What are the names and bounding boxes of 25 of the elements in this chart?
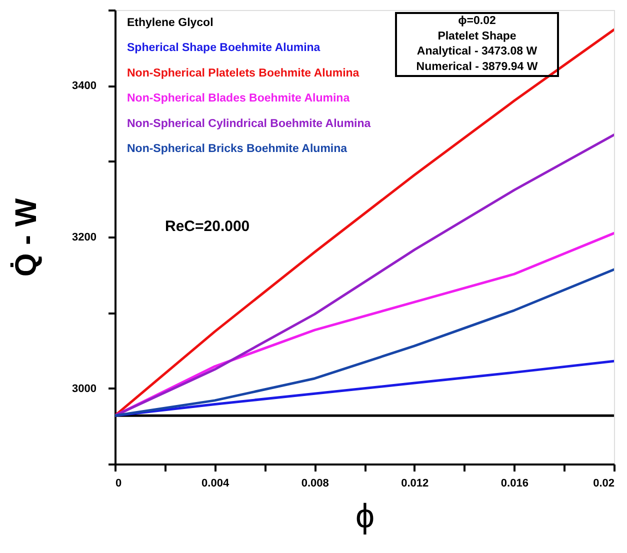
annotation: ReC=20.000 <box>165 218 250 235</box>
text: Ethylene Glycol <box>127 17 214 29</box>
x-tick-label: 0.012 <box>401 478 429 490</box>
x-tick-label: 0.016 <box>500 478 528 490</box>
annotation: ϕ=0.02 <box>458 15 496 27</box>
line-series <box>115 268 614 417</box>
text: Non-Spherical Platelets Boehmite Alumina <box>127 67 360 80</box>
x-tick-label: 0.008 <box>301 478 329 490</box>
annotation: Analytical - 3473.08 W <box>416 46 538 58</box>
line-series <box>115 134 614 417</box>
x-tick-label: 0 <box>116 478 122 490</box>
text: Non-Spherical Blades Boehmite Alumina <box>127 92 350 105</box>
text: Non-Spherical Bricks Boehmite Alumina <box>127 143 348 155</box>
text: Spherical Shape Boehmite Alumina <box>127 42 321 54</box>
text: Non-Spherical Cylindrical Boehmite Alumina <box>127 118 372 130</box>
y-tick-label: 3000 <box>72 382 96 395</box>
x-axis-title: ϕ <box>355 498 375 536</box>
y-tick-label: 3400 <box>72 80 96 92</box>
annotation: Numerical - 3879.94 W <box>416 60 538 73</box>
line-series <box>115 28 614 417</box>
y-axis-title: Q̇ - W <box>10 198 44 277</box>
y-tick-label: 3200 <box>72 232 96 244</box>
x-tick-label: 0.02 <box>593 478 614 490</box>
x-tick-label: 0.004 <box>202 478 230 490</box>
annotation: Platelet Shape <box>438 30 516 42</box>
